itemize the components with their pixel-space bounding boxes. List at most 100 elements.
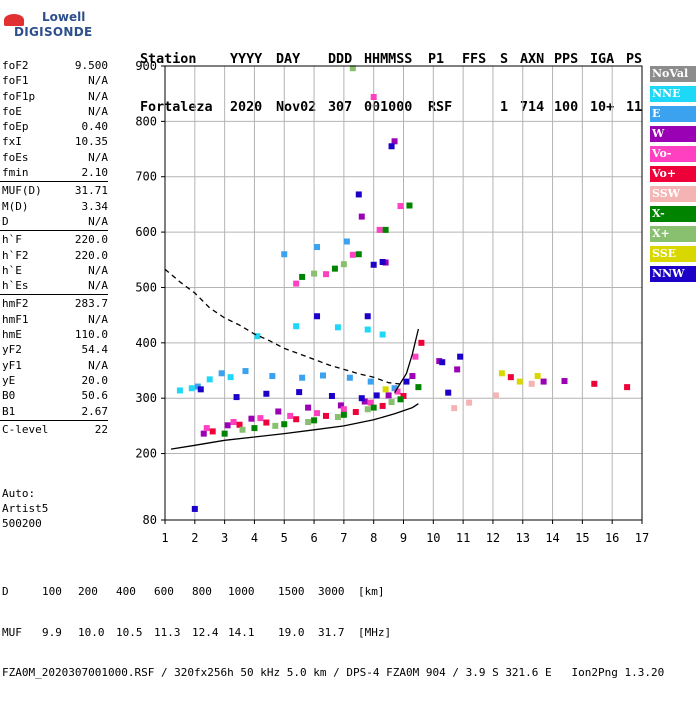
echo-point: [236, 421, 243, 428]
x-tick-label: 13: [516, 531, 530, 545]
param-row: M(D) 3.34: [0, 199, 112, 214]
echo-point: [293, 416, 300, 423]
header-col-s: S: [500, 52, 509, 67]
echo-point: [370, 261, 377, 268]
echo-point: [355, 191, 362, 198]
param-row: foF2 9.500: [0, 58, 112, 73]
param-label: foEs: [2, 150, 29, 164]
series-nnw: [191, 143, 464, 512]
param-row: h`E N/A: [0, 263, 112, 278]
param-label: foF1: [2, 74, 29, 88]
echo-point: [343, 238, 350, 245]
echo-point: [322, 412, 329, 419]
chart-tick-labels: 1 2 3 4 5 6 7 8 9 10 11 12 13 14 15 16 17802003004005006…: [135, 59, 649, 545]
param-row: D N/A: [0, 214, 112, 229]
echo-point: [281, 251, 288, 258]
echo-point: [314, 410, 321, 417]
param-label: h`F: [2, 233, 22, 247]
legend-item: W: [650, 126, 696, 142]
param-value: N/A: [88, 312, 108, 326]
echo-point: [385, 392, 392, 399]
distance-value: 3000: [318, 585, 345, 598]
param-value: 9.500: [74, 59, 108, 72]
muf-value: 11.3: [154, 625, 181, 639]
param-value: 22: [94, 422, 108, 436]
header-columns-row: Station YYYY DAY DDD HHMMSS P1 FFS S AXN…: [140, 52, 642, 68]
echo-point: [406, 202, 413, 209]
param-row: yE 20.0: [0, 373, 112, 388]
muf-value: 31.7: [318, 625, 345, 639]
echo-point: [367, 399, 374, 406]
distance-value: 1000: [228, 585, 255, 598]
echo-point: [281, 421, 288, 428]
echo-point: [296, 389, 303, 396]
echo-point: [254, 333, 261, 340]
legend-item: E: [650, 106, 696, 122]
echo-point: [379, 402, 386, 409]
series-x+: [239, 65, 395, 433]
chart-points: [176, 65, 631, 512]
echo-point: [367, 378, 374, 385]
param-value: N/A: [88, 358, 108, 372]
header-val-p1: RSF: [428, 100, 453, 115]
echo-point: [397, 396, 404, 403]
header-col-ffs: FFS: [462, 52, 487, 67]
footer-info: D 100 200 400 600 800 1000 1500 3000 [km] MUF 9.…: [2, 558, 664, 693]
polarization-legend: NoVal NNE E W Vo- Vo+ SSW X- X+ SSE NNW: [650, 66, 696, 286]
legend-item: Vo+: [650, 166, 696, 182]
dashed-profile-curve: [164, 268, 404, 386]
distance-value: 800: [192, 585, 212, 598]
echo-point: [233, 394, 240, 401]
header-val-day: Nov02: [276, 100, 317, 115]
autoscaling-info: Auto: Artist5 500200: [2, 486, 48, 531]
param-value: 283.7: [74, 297, 108, 311]
param-label: fxI: [2, 135, 22, 149]
file-info-row: FZA0M_2020307001000.RSF / 320fx256h 50 k…: [2, 666, 664, 680]
param-row: fxI 10.35: [0, 134, 112, 149]
x-tick-label: 17: [635, 531, 649, 545]
echo-point: [358, 395, 365, 402]
header-col-iga: IGA: [590, 52, 615, 67]
param-value: 31.71: [74, 184, 108, 198]
echo-point: [379, 258, 386, 265]
logo-line2: DIGISONDE: [14, 25, 93, 39]
param-label: yE: [2, 373, 16, 387]
echo-point: [176, 387, 183, 394]
echo-point: [334, 324, 341, 331]
echo-point: [457, 353, 464, 360]
param-value: N/A: [88, 104, 108, 118]
param-label: yF2: [2, 343, 22, 357]
x-tick-label: 5: [281, 531, 288, 545]
echo-point: [314, 244, 321, 251]
echo-point: [263, 419, 270, 426]
echo-point: [382, 226, 389, 233]
param-value: 2.10: [81, 166, 109, 180]
param-value: 0.40: [81, 120, 109, 134]
distance-value: 1500: [278, 585, 305, 598]
echo-point: [299, 273, 306, 280]
echo-point: [299, 374, 306, 381]
param-row: foF1p N/A: [0, 89, 112, 104]
param-separator: [0, 419, 108, 421]
param-label: B1: [2, 404, 16, 418]
echo-point: [349, 251, 356, 258]
series-x-: [221, 202, 422, 437]
echo-point: [269, 373, 276, 380]
echo-point: [382, 386, 389, 393]
legend-item: X-: [650, 206, 696, 222]
echo-point: [403, 378, 410, 385]
muf-value: 19.0: [278, 625, 305, 639]
echo-point: [251, 425, 258, 432]
distance-value: 600: [154, 585, 174, 598]
echo-point: [239, 426, 246, 433]
param-label: hmE: [2, 328, 22, 342]
echo-point: [355, 251, 362, 258]
param-value: N/A: [88, 74, 108, 88]
echo-point: [275, 408, 282, 415]
echo-point: [370, 94, 377, 101]
logo-line1: Lowell: [42, 10, 86, 24]
param-label: foE: [2, 104, 22, 118]
echo-point: [507, 374, 514, 381]
echo-point: [451, 405, 458, 412]
muf-label: MUF: [2, 625, 22, 639]
